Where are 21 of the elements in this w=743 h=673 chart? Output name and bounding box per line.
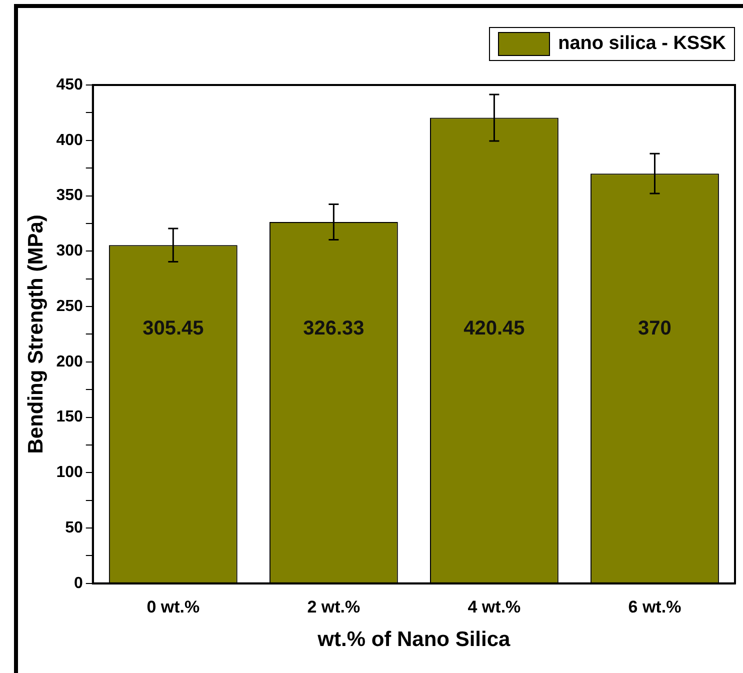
y-tick-label: 150: [56, 408, 83, 426]
data-label: 305.45: [142, 318, 204, 340]
y-tick-label: 250: [56, 298, 83, 315]
y-tick-label: 0: [74, 574, 83, 592]
data-label: 420.45: [464, 318, 525, 340]
x-tick-label: 4 wt.%: [468, 597, 521, 616]
y-tick-label: 300: [56, 242, 83, 260]
data-label: 326.33: [303, 318, 364, 340]
x-tick-label: 2 wt.%: [307, 597, 360, 616]
y-axis-title: Bending Strength (MPa): [24, 214, 48, 454]
y-tick-label: 400: [56, 132, 83, 149]
y-tick-label: 450: [56, 76, 83, 94]
data-label: 370: [638, 318, 672, 340]
y-tick-label: 50: [65, 519, 83, 536]
y-tick-label: 200: [56, 353, 83, 370]
x-axis-title: wt.% of Nano Silica: [316, 628, 511, 652]
y-tick-label: 350: [56, 187, 83, 204]
x-tick-label: 6 wt.%: [628, 597, 682, 616]
x-tick-label: 0 wt.%: [146, 597, 200, 616]
y-tick-label: 100: [56, 464, 83, 482]
text: nano silica - KSSK: [558, 33, 726, 55]
